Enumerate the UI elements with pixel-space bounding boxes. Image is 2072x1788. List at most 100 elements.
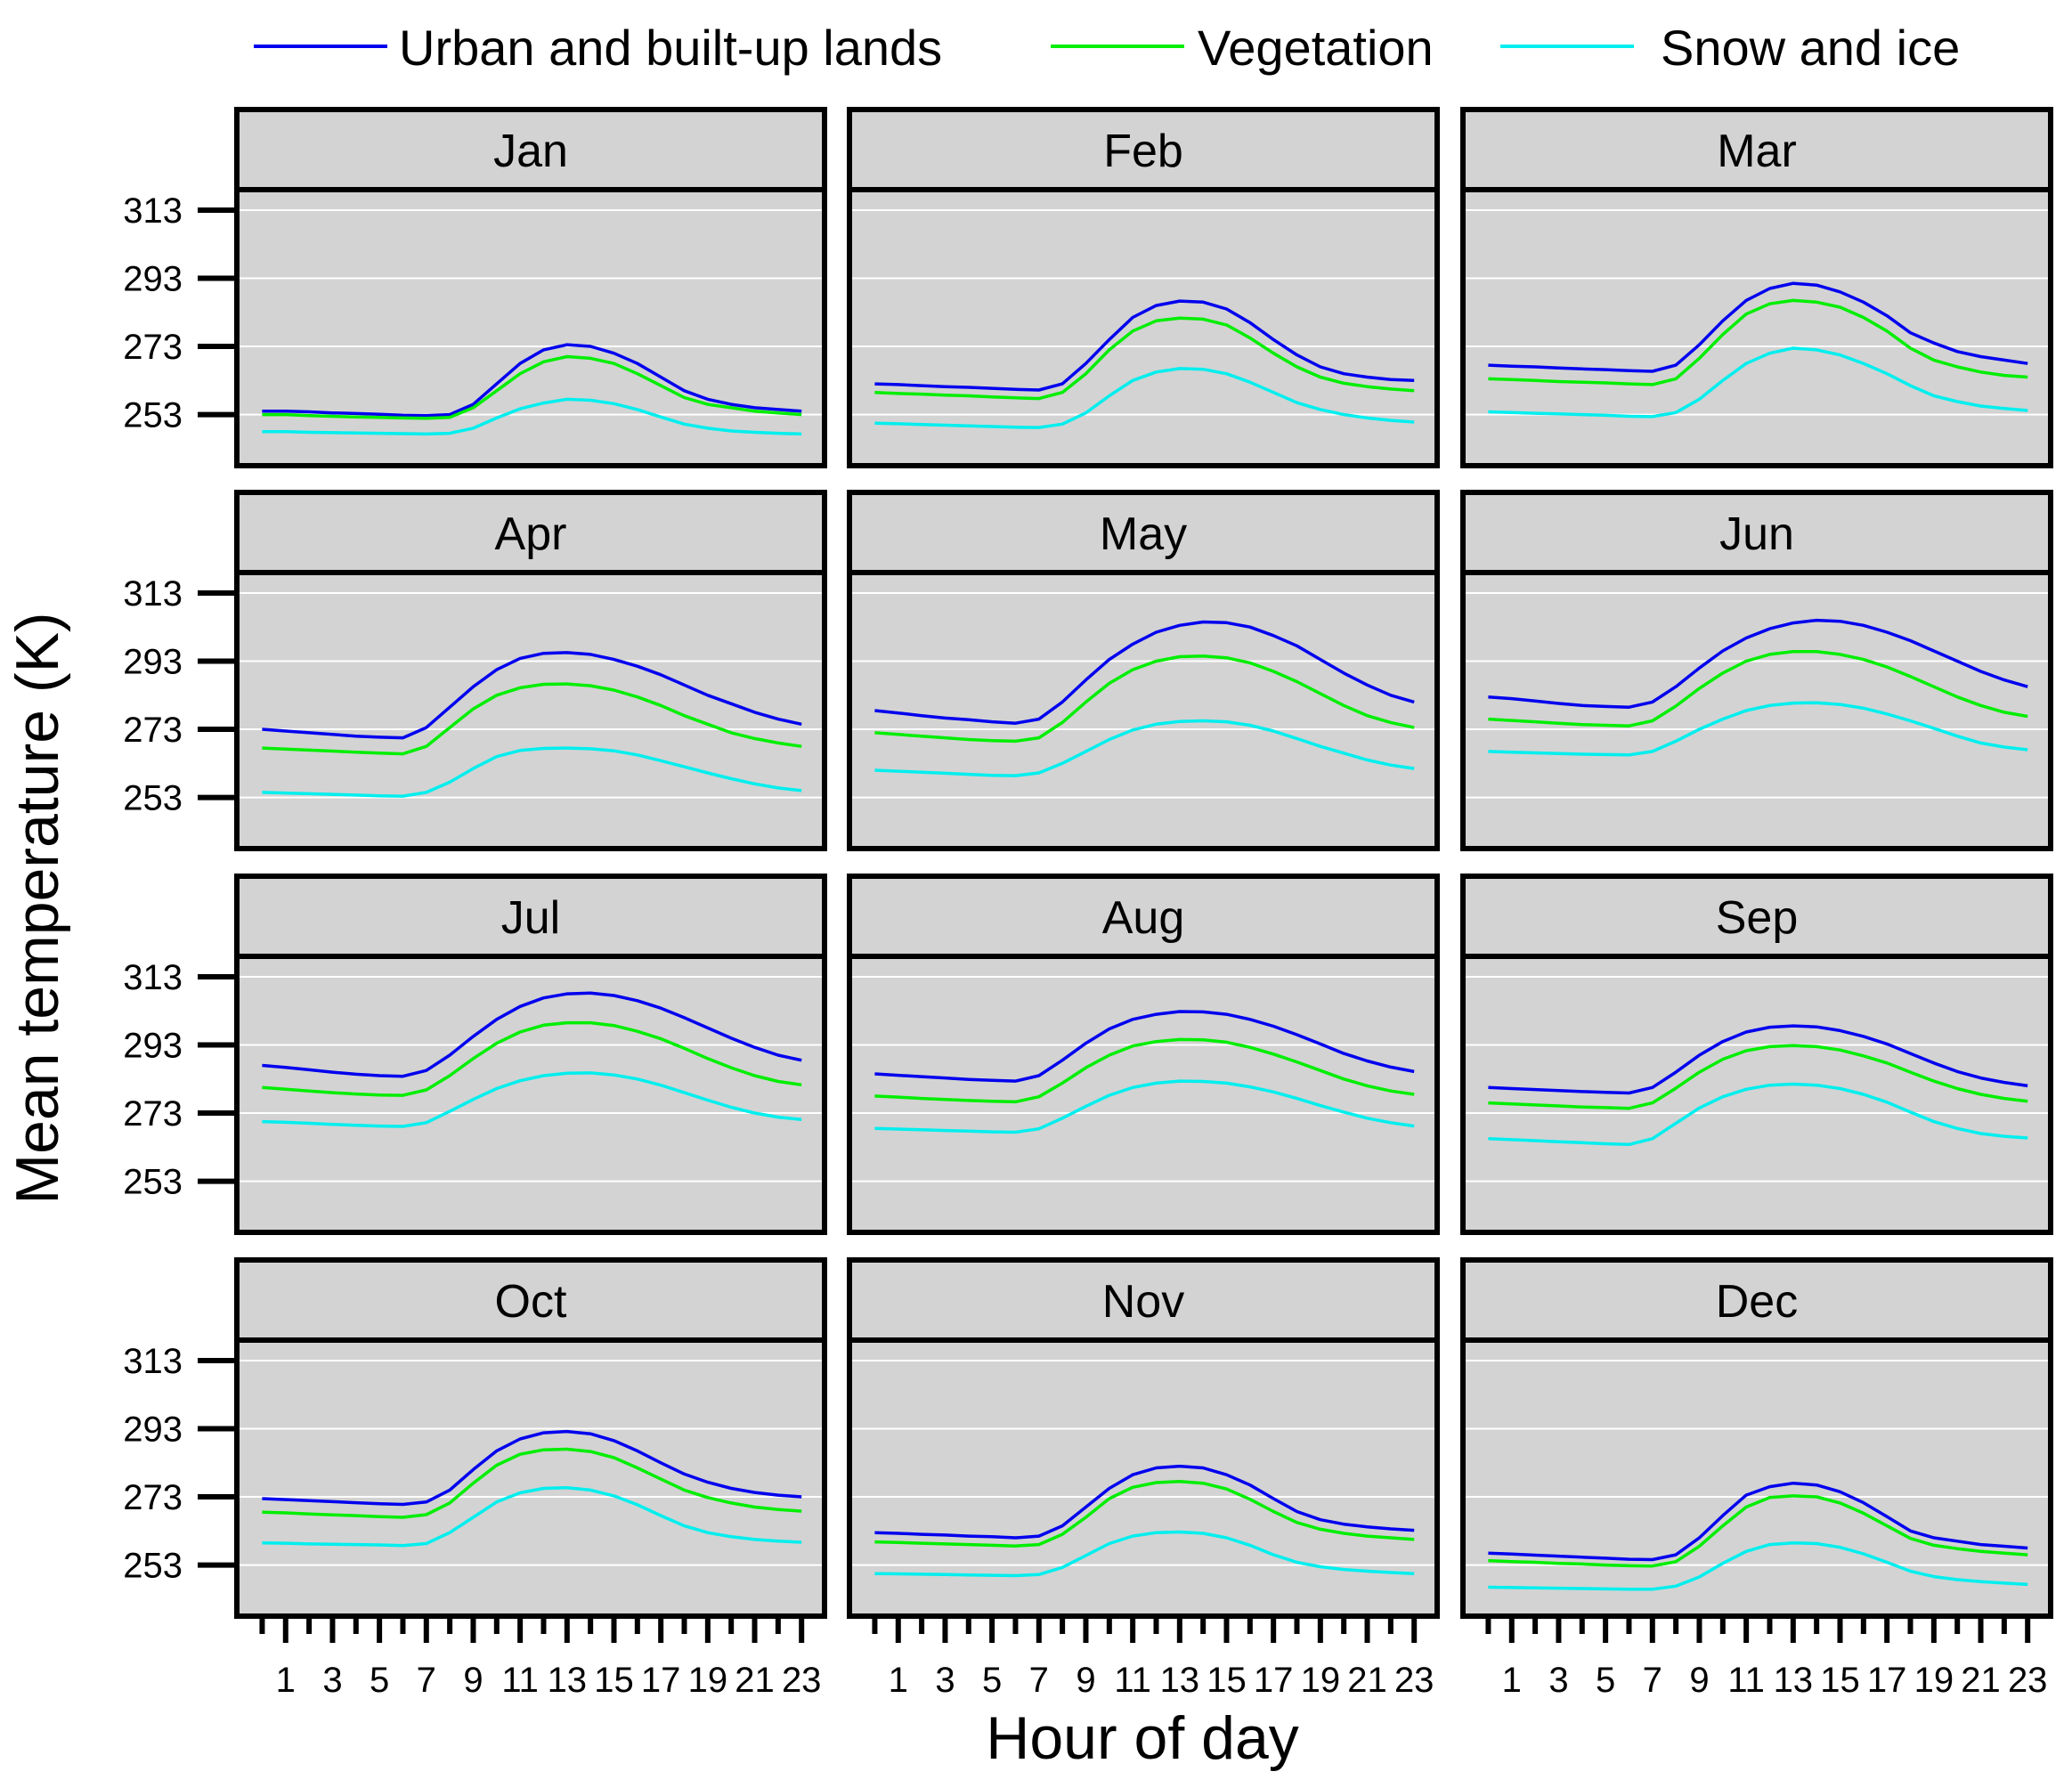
x-tick-label: 3 bbox=[322, 1661, 342, 1700]
y-tick-label: 293 bbox=[123, 260, 183, 299]
plot-border bbox=[847, 187, 1440, 468]
panel-feb: Feb bbox=[847, 107, 1440, 468]
y-tick-label: 253 bbox=[123, 1163, 183, 1202]
x-tick-label: 15 bbox=[1207, 1661, 1247, 1700]
panel-strip bbox=[1460, 874, 2053, 959]
x-tick-label: 7 bbox=[417, 1661, 436, 1700]
x-tick-label: 15 bbox=[1820, 1661, 1860, 1700]
plot-area bbox=[1463, 190, 2051, 466]
y-tick-label: 313 bbox=[123, 1342, 183, 1381]
panel-strip bbox=[234, 490, 827, 575]
series-line-veg bbox=[262, 1020, 802, 1097]
panel-title: Feb bbox=[1103, 126, 1183, 177]
y-tick-label: 273 bbox=[123, 1094, 183, 1134]
series-line-snow bbox=[874, 1079, 1415, 1134]
series-line-snow bbox=[1488, 1540, 2028, 1591]
panel-may: May bbox=[847, 490, 1440, 851]
y-tick-label: 253 bbox=[123, 779, 183, 818]
series-line-urban bbox=[262, 343, 802, 418]
series-line-urban bbox=[874, 620, 1415, 725]
series-line-veg bbox=[874, 1480, 1415, 1548]
plot-border bbox=[234, 570, 827, 851]
panel-title: Sep bbox=[1716, 892, 1799, 944]
x-tick-label: 13 bbox=[548, 1661, 588, 1700]
panel-title: Jul bbox=[501, 892, 560, 944]
x-tick-label: 11 bbox=[1727, 1661, 1765, 1700]
panel-sep: Sep bbox=[1460, 874, 2053, 1235]
series-line-veg bbox=[1488, 1494, 2028, 1568]
x-tick-label: 23 bbox=[782, 1661, 822, 1700]
x-tick-label: 9 bbox=[1689, 1661, 1709, 1700]
y-tick-label: 253 bbox=[123, 1547, 183, 1586]
series-line-snow bbox=[262, 746, 802, 798]
panel-title: Apr bbox=[495, 508, 567, 560]
legend-entry-snow: Snow and ice bbox=[1500, 20, 1960, 76]
x-tick-label: 21 bbox=[1347, 1661, 1387, 1700]
series-line-snow bbox=[1488, 701, 2028, 757]
panel-strip bbox=[234, 107, 827, 192]
series-line-snow bbox=[262, 397, 802, 436]
panel-strip bbox=[234, 1257, 827, 1343]
x-tick-label: 11 bbox=[1114, 1661, 1151, 1700]
x-tick-label: 19 bbox=[1301, 1661, 1341, 1700]
legend-label-urban: Urban and built-up lands bbox=[399, 20, 942, 76]
plot-border bbox=[847, 954, 1440, 1235]
x-tick-label: 9 bbox=[1076, 1661, 1095, 1700]
series-line-urban bbox=[874, 1464, 1415, 1540]
y-tick-label: 273 bbox=[123, 328, 183, 367]
panel-jun: Jun bbox=[1460, 490, 2053, 851]
x-tick-label: 1 bbox=[276, 1661, 296, 1700]
series-line-snow bbox=[262, 1485, 802, 1548]
x-axes: 1 3 5 7 9 11 13 15 17 19 21 23 1 3 5 7 9 11 13 15 17 19 21 23 1 3… bbox=[259, 1619, 2048, 1700]
series-line-veg bbox=[262, 682, 802, 756]
plot-border bbox=[1460, 570, 2053, 851]
x-tick-label: 21 bbox=[735, 1661, 775, 1700]
series-line-snow bbox=[1488, 346, 2028, 419]
series-line-urban bbox=[1488, 281, 2028, 373]
series-line-urban bbox=[874, 1010, 1415, 1083]
x-tick-label: 13 bbox=[1774, 1661, 1814, 1700]
series-line-urban bbox=[874, 299, 1415, 392]
y-axis-row-2: 253 273 293 313 bbox=[123, 574, 235, 818]
plot-area bbox=[237, 1340, 825, 1616]
y-axis-row-3: 253 273 293 313 bbox=[123, 958, 235, 1202]
series-line-veg bbox=[1488, 1044, 2028, 1110]
panels: Jan Feb Mar Apr May Jun Jul Aug Sep Oct Nov Dec bbox=[234, 107, 2053, 1619]
series-line-veg bbox=[874, 1037, 1415, 1104]
panel-strip bbox=[847, 1257, 1440, 1343]
plot-border bbox=[1460, 954, 2053, 1235]
x-tick-label: 3 bbox=[935, 1661, 955, 1700]
series-line-snow bbox=[1488, 1082, 2028, 1147]
plot-border bbox=[234, 1337, 827, 1619]
panel-title: May bbox=[1100, 508, 1187, 560]
panel-title: Jun bbox=[1719, 508, 1794, 560]
plot-area bbox=[1463, 1340, 2051, 1616]
panel-aug: Aug bbox=[847, 874, 1440, 1235]
y-tick-label: 293 bbox=[123, 1410, 183, 1450]
plot-border bbox=[234, 954, 827, 1235]
x-tick-label: 23 bbox=[2008, 1661, 2048, 1700]
series-line-veg bbox=[262, 354, 802, 420]
series-line-urban bbox=[1488, 618, 2028, 709]
panel-title: Aug bbox=[1102, 892, 1185, 944]
series-line-urban bbox=[262, 651, 802, 740]
panel-title: Nov bbox=[1102, 1276, 1184, 1328]
x-axis-col-1: 1 3 5 7 9 11 13 15 17 19 21 23 bbox=[259, 1619, 822, 1700]
series-line-urban bbox=[1488, 1024, 2028, 1095]
panel-strip bbox=[1460, 490, 2053, 575]
series-line-veg bbox=[1488, 650, 2028, 727]
panel-oct: Oct bbox=[234, 1257, 827, 1619]
y-axis-title: Mean temperature (K) bbox=[4, 612, 71, 1204]
y-tick-label: 293 bbox=[123, 1027, 183, 1066]
x-axis-col-2: 1 3 5 7 9 11 13 15 17 19 21 23 bbox=[872, 1619, 1434, 1700]
plot-border bbox=[234, 187, 827, 468]
x-tick-label: 17 bbox=[1254, 1661, 1294, 1700]
plot-area bbox=[1463, 573, 2051, 849]
panel-strip bbox=[847, 874, 1440, 959]
x-tick-label: 17 bbox=[641, 1661, 681, 1700]
x-tick-label: 13 bbox=[1160, 1661, 1200, 1700]
plot-border bbox=[847, 570, 1440, 851]
series-line-urban bbox=[262, 1429, 802, 1507]
plot-border bbox=[1460, 1337, 2053, 1619]
y-tick-label: 313 bbox=[123, 958, 183, 997]
